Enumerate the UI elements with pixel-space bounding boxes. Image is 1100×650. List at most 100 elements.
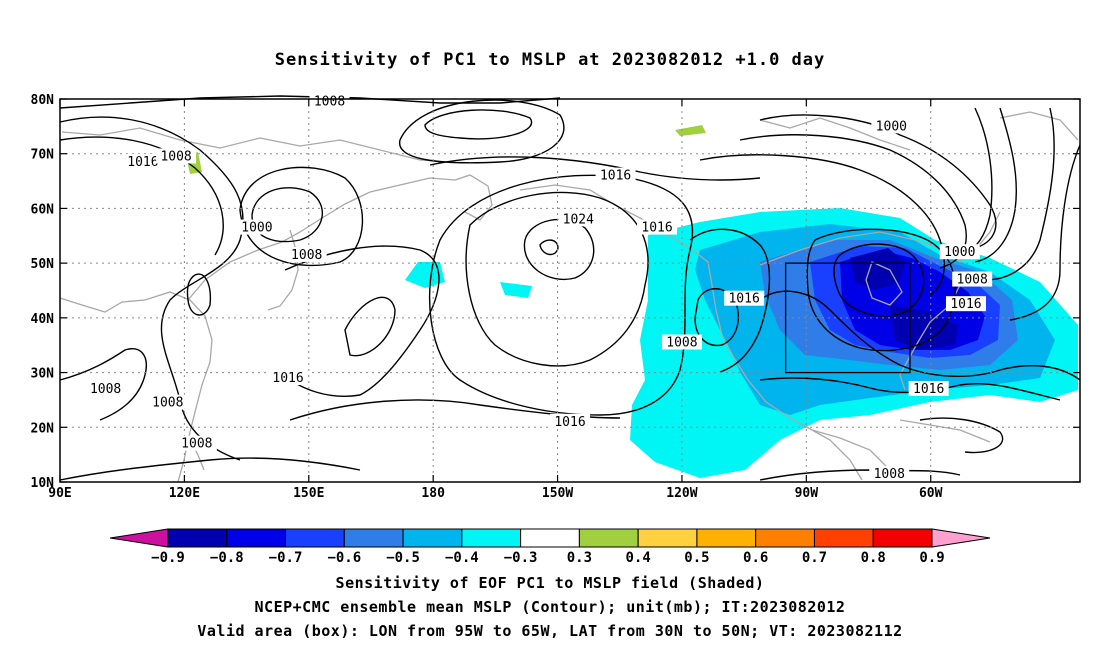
shading-cyan-patch-1 (405, 262, 445, 288)
contour-label: 1016 (637, 219, 678, 236)
lon-label: 90W (795, 486, 819, 501)
contour-label: 1016 (724, 290, 765, 307)
coast-hudson-bay (865, 261, 903, 306)
contour-label: 1016 (550, 413, 590, 430)
contour-label: 1016 (268, 370, 309, 386)
contour-label-text: 1016 (600, 169, 631, 184)
colorbar-label: 0.6 (743, 550, 768, 566)
lat-label: 70N (31, 148, 55, 163)
colorbar-low-triangle (109, 528, 169, 548)
coast-canada (759, 211, 1001, 266)
contour-label-text: 1008 (181, 437, 212, 452)
contour-label: 1008 (147, 394, 188, 411)
contour-label: 1008 (85, 380, 126, 397)
contour-1000-right-1 (974, 107, 1018, 263)
lat-label: 20N (31, 421, 55, 436)
caption-line-2: NCEP+CMC ensemble mean MSLP (Contour); u… (254, 598, 846, 616)
contour-label-text: 1008 (957, 273, 988, 288)
lat-label: 80N (31, 93, 55, 108)
lon-label: 60W (919, 486, 943, 501)
longitude-labels: 90E 120E 150E 180 150W 120W 90W 60W (48, 486, 942, 501)
shading-navy-region-2 (890, 305, 958, 350)
contour-label: 1008 (952, 271, 993, 288)
axis-ticks (59, 98, 1080, 483)
lat-label: 60N (31, 202, 55, 217)
contour-label-text: 1008 (90, 382, 121, 397)
contour-1000-america (759, 114, 997, 251)
coast-asia (59, 291, 213, 483)
lon-label: 180 (421, 486, 445, 501)
colorbar-label: −0.4 (445, 550, 479, 566)
colorbar-label: 0.5 (684, 550, 709, 566)
contour-label-text: 1000 (241, 221, 272, 236)
colorbar-label: 0.3 (567, 550, 592, 566)
coast-greenland (999, 111, 1079, 141)
colorbar-label: −0.9 (151, 550, 185, 566)
coast-caribbean (899, 419, 991, 443)
colorbar-label: −0.8 (210, 550, 244, 566)
lat-label: 40N (31, 312, 55, 327)
contour-1024 (523, 218, 595, 281)
contour-1016-center (465, 191, 649, 367)
contour-1008-west-south (59, 348, 147, 421)
contour-label-text: 1008 (160, 149, 191, 164)
lat-label: 30N (31, 367, 55, 382)
lon-label: 150E (293, 486, 324, 501)
contour-label-text: 1008 (152, 396, 183, 411)
colorbar-swatch (285, 528, 345, 548)
contour-1008-asia-1 (59, 136, 224, 256)
contour-label-text: 1000 (944, 245, 975, 260)
contour-1016-north (429, 156, 761, 181)
contour-1008-asia-3 (186, 273, 212, 316)
caption-line-1: Sensitivity of EOF PC1 to MSLP field (Sh… (335, 574, 765, 592)
coast-japan (267, 229, 299, 311)
contour-label-text: 1008 (874, 467, 905, 482)
contour-label: 1008 (156, 148, 197, 164)
contour-1008-bottom (759, 469, 961, 481)
contour-1024-inner (539, 239, 559, 256)
contour-label-text: 1000 (876, 119, 907, 134)
contour-label-text: 1008 (291, 248, 322, 263)
colorbar-swatch (637, 528, 698, 548)
contour-label: 1016 (122, 153, 163, 170)
contour-label-text: 1024 (563, 212, 594, 227)
contour-1016-hudson (806, 228, 956, 352)
contour-1008-asia-2 (239, 166, 364, 267)
colorbar-swatch (226, 528, 287, 548)
shading-cyan-patch-2 (500, 282, 532, 298)
colorbar-swatch (872, 528, 933, 548)
lat-label: 50N (31, 257, 55, 272)
colorbar-label: −0.6 (327, 550, 361, 566)
coast-arctic (61, 127, 451, 163)
lon-label: 150W (542, 486, 573, 501)
contour-1008-right (984, 107, 1055, 281)
coast-north-america-west (689, 247, 891, 471)
contour-1016-pacific-west (279, 245, 440, 397)
contour-1016-right (1009, 144, 1081, 321)
map-border (59, 98, 1081, 483)
contour-1008-top (59, 95, 441, 109)
shading-navy-region-1 (850, 248, 905, 290)
contour-1016-mid (689, 228, 771, 373)
colorbar-label: −0.5 (386, 550, 420, 566)
contour-label-text: 1016 (913, 382, 944, 397)
contour-1016-pacific-inner (344, 296, 396, 357)
contour-label: 1008 (176, 435, 217, 452)
contour-label-text: 1016 (127, 155, 158, 170)
contour-label: 1008 (661, 334, 702, 350)
contour-label-text: 1008 (666, 335, 697, 350)
contour-label-text: 1016 (641, 221, 672, 236)
contour-label: 1016 (908, 380, 949, 397)
latitude-labels: 80N 70N 60N 50N 40N 30N 20N 10N (31, 93, 55, 491)
caption-line-3: Valid area (box): LON from 95W to 65W, L… (197, 622, 903, 640)
contour-1008-hudson (833, 243, 925, 317)
contour-label: 1008 (869, 465, 910, 482)
valid-area-box (784, 262, 911, 374)
colorbar-label: 0.8 (861, 550, 886, 566)
colorbar: −0.9 −0.8 −0.7 −0.6 −0.5 −0.4 −0.3 0.3 0.4 0.5 0.6… (109, 528, 991, 566)
coastlines (59, 111, 1079, 483)
contour-label-text: 1016 (554, 415, 585, 430)
coast-arctic-islands (759, 117, 911, 151)
shading-green-patch-1 (675, 125, 706, 136)
